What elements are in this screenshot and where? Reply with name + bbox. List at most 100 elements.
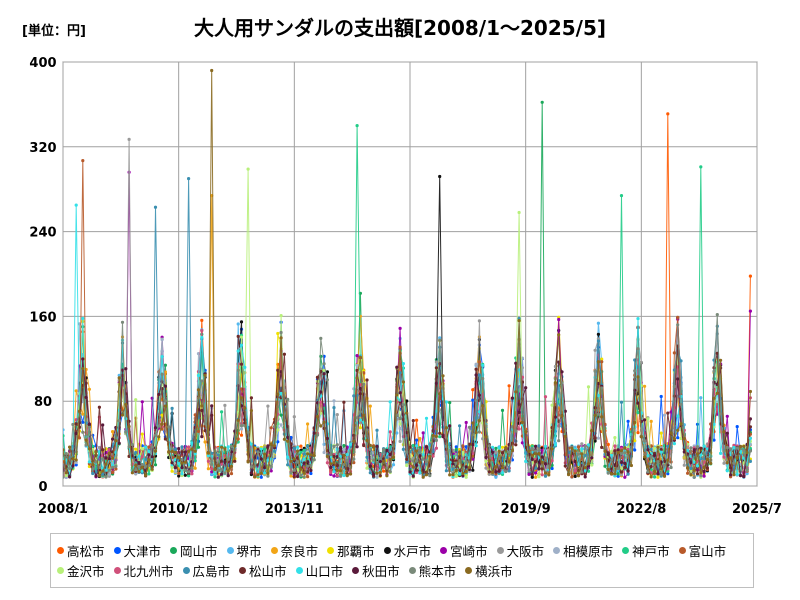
data-point — [438, 174, 442, 179]
data-point — [474, 416, 478, 420]
data-point — [514, 390, 518, 394]
legend-marker — [113, 546, 121, 554]
data-point — [81, 316, 85, 321]
legend-label: 神戸市 — [632, 543, 670, 559]
data-point — [233, 444, 237, 448]
data-point — [537, 467, 541, 471]
data-point — [596, 412, 601, 416]
data-point — [249, 409, 253, 413]
data-point — [153, 449, 158, 453]
data-point — [206, 451, 210, 455]
data-point — [408, 470, 412, 474]
data-point — [669, 410, 673, 414]
data-point — [206, 454, 210, 458]
data-point — [725, 431, 729, 435]
data-point — [643, 384, 647, 388]
data-point — [335, 464, 339, 468]
data-point — [157, 392, 161, 396]
data-point — [448, 473, 452, 477]
data-point — [653, 469, 657, 473]
data-point — [345, 453, 349, 457]
data-point — [382, 469, 386, 473]
data-point — [477, 430, 481, 434]
data-point — [325, 378, 329, 382]
data-point — [656, 460, 660, 464]
data-point — [140, 447, 144, 451]
legend-item: 堺市 — [226, 540, 262, 560]
data-point — [636, 347, 640, 351]
data-point — [153, 463, 158, 467]
data-point — [74, 203, 78, 207]
data-point — [160, 372, 164, 376]
data-point — [177, 447, 181, 451]
data-point — [279, 314, 283, 318]
data-point — [725, 414, 729, 418]
data-point — [524, 459, 528, 463]
data-point — [600, 357, 604, 361]
data-point — [487, 458, 491, 463]
data-point — [239, 396, 244, 400]
y-tick-label: 80 — [34, 395, 52, 410]
data-point — [365, 455, 369, 459]
data-point — [438, 336, 442, 340]
data-point — [157, 424, 161, 428]
data-point — [391, 455, 396, 459]
data-point — [292, 446, 296, 450]
data-point — [306, 422, 310, 426]
data-point — [474, 373, 478, 377]
data-point — [451, 462, 455, 466]
data-point — [507, 384, 511, 388]
data-point — [378, 474, 382, 478]
data-point — [507, 469, 511, 473]
data-point — [306, 444, 310, 448]
data-point — [477, 360, 481, 364]
data-point — [659, 445, 663, 449]
data-point — [196, 445, 201, 449]
data-point — [395, 431, 399, 435]
data-point — [421, 457, 425, 461]
data-point — [695, 472, 700, 476]
data-point — [610, 458, 614, 462]
data-point — [302, 461, 306, 465]
data-point — [183, 473, 187, 477]
data-point — [636, 317, 640, 321]
data-point — [358, 421, 362, 425]
data-point — [365, 438, 369, 443]
data-point — [144, 473, 148, 477]
data-point — [494, 446, 498, 450]
data-point — [583, 469, 587, 473]
data-point — [659, 450, 663, 454]
data-point — [742, 449, 746, 453]
data-point — [484, 466, 488, 470]
data-point — [487, 472, 491, 476]
legend-label: 大津市 — [123, 543, 162, 559]
data-point — [183, 460, 187, 464]
data-point — [729, 473, 733, 477]
data-point — [91, 444, 95, 448]
data-point — [140, 400, 144, 404]
data-point — [335, 474, 339, 478]
data-point — [309, 463, 313, 467]
data-point — [494, 475, 498, 479]
data-point — [659, 431, 663, 435]
data-point — [299, 473, 303, 477]
data-point — [415, 438, 419, 442]
data-point — [170, 447, 174, 451]
data-point — [368, 464, 372, 468]
data-point — [63, 434, 65, 438]
data-point — [666, 411, 670, 415]
data-point — [616, 451, 620, 455]
data-point — [137, 454, 141, 458]
y-tick-label: 320 — [29, 141, 56, 156]
data-point — [461, 474, 465, 478]
data-point — [474, 362, 478, 366]
data-point — [715, 391, 719, 395]
data-point — [428, 474, 432, 478]
data-point — [236, 368, 240, 372]
data-point — [352, 439, 356, 443]
data-point — [398, 426, 402, 431]
data-point — [557, 317, 561, 322]
data-point — [550, 459, 554, 463]
data-point — [144, 445, 148, 449]
data-point — [249, 396, 253, 400]
